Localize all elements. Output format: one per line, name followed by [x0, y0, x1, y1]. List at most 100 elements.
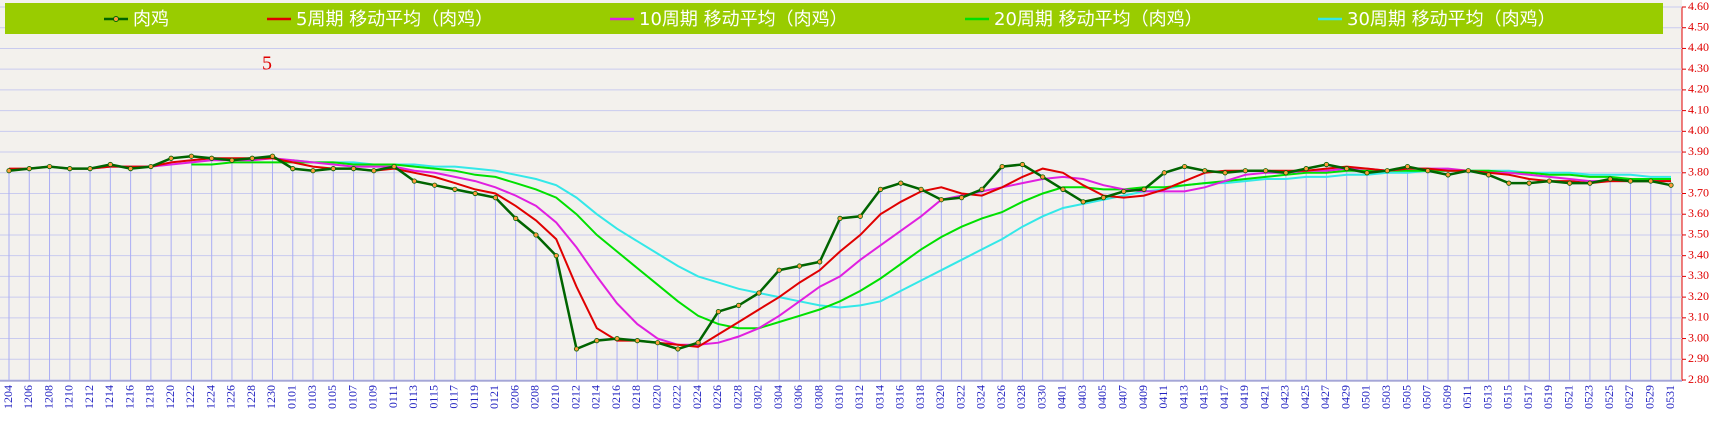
y-tick-label: 3.90: [1688, 144, 1709, 158]
data-point: [1485, 172, 1492, 178]
y-tick-label: 4.50: [1688, 19, 1709, 33]
data-point: [715, 309, 721, 315]
data-point: [1100, 195, 1107, 201]
data-point: [999, 163, 1005, 170]
x-tick-label: 0509: [1440, 385, 1454, 409]
data-point: [472, 190, 478, 197]
y-tick-label: 3.70: [1688, 185, 1709, 199]
data-point: [1161, 170, 1167, 176]
data-point: [1627, 178, 1634, 184]
y-tick-label: 3.80: [1688, 165, 1709, 179]
y-tick-label: 3.00: [1688, 330, 1709, 344]
data-point: [411, 178, 417, 184]
data-point: [1567, 180, 1573, 186]
x-tick-label: 0429: [1338, 385, 1352, 409]
data-point: [513, 215, 519, 221]
data-point: [1060, 186, 1066, 192]
x-tick-label: 0320: [933, 385, 947, 409]
x-tick-label: 1224: [203, 385, 217, 409]
x-tick-label: 0505: [1399, 385, 1413, 409]
data-point: [188, 153, 195, 159]
y-tick-label: 4.20: [1688, 82, 1709, 96]
annotation: 5: [262, 53, 272, 75]
x-tick-label: 0316: [893, 385, 907, 409]
data-point: [350, 166, 357, 172]
data-point: [148, 163, 154, 170]
y-tick-label: 4.60: [1688, 0, 1709, 13]
data-point: [1283, 170, 1289, 176]
x-tick-label: 0507: [1420, 385, 1434, 409]
x-tick-label: 1208: [41, 385, 55, 409]
x-tick-label: 0113: [406, 385, 420, 409]
data-point: [87, 166, 93, 172]
data-point: [979, 186, 985, 192]
x-tick-label: 1220: [163, 385, 177, 409]
x-tick-label: 0401: [1055, 385, 1069, 409]
data-point: [1668, 182, 1674, 188]
x-tick-label: 1218: [143, 385, 157, 409]
data-point: [1445, 172, 1451, 178]
x-tick-label: 0224: [690, 385, 704, 409]
data-point: [1242, 168, 1248, 174]
data-point: [290, 166, 296, 172]
x-tick-label: 0326: [994, 385, 1008, 409]
x-tick-label: 0302: [751, 385, 765, 409]
data-point: [898, 180, 904, 186]
data-point: [6, 168, 12, 174]
y-tick-label: 2.90: [1688, 351, 1709, 365]
y-tick-label: 4.10: [1688, 102, 1709, 116]
x-tick-label: 0519: [1541, 385, 1555, 409]
x-tick-label: 1210: [62, 385, 76, 409]
x-tick-label: 1212: [82, 385, 96, 409]
data-point: [310, 168, 316, 174]
x-tick-label: 0415: [1197, 385, 1211, 409]
data-point: [26, 166, 32, 172]
x-tick-label: 0115: [426, 385, 440, 409]
x-tick-label: 0501: [1359, 385, 1373, 409]
data-point: [452, 186, 458, 192]
x-tick-label: 0107: [345, 385, 359, 409]
x-tick-label: 0304: [771, 385, 785, 409]
y-tick-label: 4.40: [1688, 40, 1709, 54]
x-tick-label: 0314: [872, 385, 886, 409]
data-point: [1080, 199, 1086, 205]
data-point: [736, 302, 742, 308]
x-tick-label: 0206: [507, 385, 521, 409]
data-point: [1404, 163, 1411, 170]
data-point: [1587, 180, 1593, 186]
data-point: [614, 335, 620, 342]
data-point: [67, 166, 73, 172]
x-tick-label: 0226: [710, 385, 724, 409]
legend-marker: [113, 16, 119, 22]
x-tick-label: 0208: [528, 385, 542, 409]
data-point: [1465, 168, 1471, 174]
legend-label: 30周期 移动平均（肉鸡）: [1347, 9, 1556, 30]
x-tick-label: 0525: [1602, 385, 1616, 409]
data-point: [1141, 186, 1147, 192]
data-point: [1202, 168, 1208, 174]
x-tick-label: 0523: [1582, 385, 1596, 409]
x-tick-label: 0228: [730, 385, 744, 409]
data-point: [938, 197, 944, 203]
data-point: [1222, 170, 1228, 176]
x-tick-label: 0413: [1176, 385, 1190, 409]
x-tick-label: 0216: [609, 385, 623, 409]
data-point: [675, 346, 681, 352]
data-point: [107, 161, 113, 168]
data-point: [1607, 176, 1613, 182]
legend-label: 肉鸡: [133, 9, 169, 30]
data-point: [168, 155, 174, 161]
x-tick-label: 1206: [21, 385, 35, 409]
x-tick-label: 0403: [1075, 385, 1089, 409]
data-point: [573, 346, 580, 352]
data-point: [1648, 178, 1654, 184]
x-tick-label: 0407: [1116, 385, 1130, 409]
x-tick-label: 0419: [1237, 385, 1251, 409]
x-tick-label: 0101: [285, 385, 299, 409]
data-point: [1425, 168, 1431, 174]
x-tick-label: 0425: [1298, 385, 1312, 409]
data-point: [1263, 168, 1269, 174]
data-point: [1181, 163, 1188, 170]
data-point: [1121, 188, 1127, 195]
x-tick-label: 1216: [122, 385, 136, 409]
